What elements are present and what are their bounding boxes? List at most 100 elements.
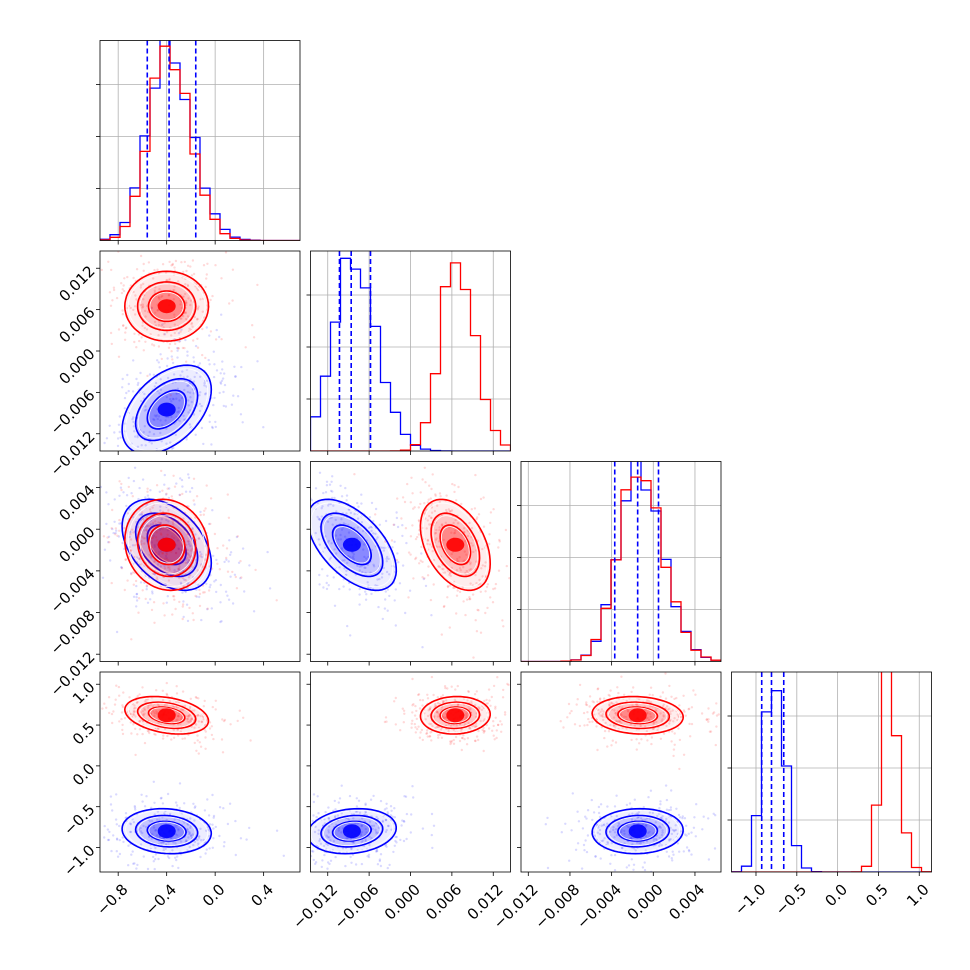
- scatter-point: [149, 524, 152, 527]
- scatter-point: [494, 716, 497, 719]
- scatter-point: [484, 611, 487, 615]
- scatter-point: [200, 555, 203, 559]
- scatter-point: [223, 383, 227, 387]
- scatter-point: [150, 837, 153, 840]
- scatter-point: [411, 711, 414, 714]
- scatter-point: [162, 333, 166, 336]
- scatter-point: [684, 714, 687, 717]
- scatter-point: [145, 698, 148, 701]
- scatter-point: [479, 582, 482, 585]
- scatter-point: [187, 411, 190, 414]
- scatter-point: [362, 548, 365, 551]
- scatter-point: [186, 384, 189, 387]
- scatter-point: [110, 712, 114, 716]
- scatter-point: [144, 496, 147, 499]
- scatter-point: [178, 339, 182, 343]
- scatter-point: [480, 567, 483, 570]
- scatter-point: [601, 713, 604, 716]
- scatter-point: [453, 490, 456, 494]
- scatter-point: [210, 607, 213, 610]
- scatter-point: [161, 527, 164, 531]
- scatter-point: [649, 712, 652, 716]
- scatter-point: [379, 546, 383, 549]
- scatter-point: [177, 280, 180, 283]
- scatter-point: [210, 567, 214, 570]
- scatter-point: [221, 368, 224, 371]
- scatter-point: [128, 508, 131, 511]
- scatter-point: [174, 433, 177, 437]
- scatter-point: [341, 847, 345, 850]
- scatter-point: [456, 522, 460, 525]
- scatter-point: [252, 336, 256, 339]
- scatter-point: [190, 717, 193, 721]
- scatter-point: [142, 714, 145, 717]
- scatter-point: [624, 715, 628, 719]
- scatter-point: [153, 621, 156, 624]
- scatter-point: [122, 691, 125, 694]
- scatter-point: [425, 732, 428, 735]
- scatter-point: [370, 837, 373, 840]
- scatter-point: [358, 565, 361, 568]
- scatter-point: [665, 808, 669, 811]
- scatter-point: [326, 520, 330, 523]
- scatter-point: [132, 425, 136, 428]
- contour-halo: [149, 291, 184, 321]
- scatter-point: [218, 335, 221, 339]
- scatter-point: [705, 718, 708, 721]
- scatter-point: [229, 575, 232, 578]
- scatter-point: [320, 865, 323, 869]
- scatter-point: [466, 534, 470, 538]
- scatter-point: [714, 743, 717, 747]
- scatter-point: [341, 559, 344, 562]
- scatter-point: [409, 501, 412, 504]
- scatter-point: [202, 513, 205, 516]
- scatter-point: [142, 824, 145, 828]
- scatter-point: [201, 565, 204, 568]
- scatter-point: [239, 559, 242, 563]
- scatter-point: [612, 716, 616, 719]
- scatter-point: [184, 590, 187, 594]
- scatter-point: [159, 505, 162, 508]
- scatter-point: [358, 569, 361, 572]
- x-tick-label: −0.4: [142, 880, 180, 918]
- scatter-point: [610, 854, 613, 857]
- scatter-point: [197, 842, 200, 845]
- scatter-point: [707, 720, 710, 723]
- scatter-point: [112, 834, 115, 837]
- scatter-point: [132, 420, 135, 424]
- scatter-point: [601, 715, 604, 718]
- scatter-point: [559, 720, 562, 723]
- scatter-point: [384, 818, 388, 822]
- scatter-point: [178, 600, 181, 604]
- scatter-point: [221, 751, 225, 754]
- scatter-panel-3-0: [99, 671, 301, 873]
- scatter-point: [445, 699, 448, 702]
- scatter-point: [129, 533, 132, 536]
- scatter-point: [455, 612, 458, 615]
- scatter-point: [133, 555, 136, 559]
- scatter-point: [152, 826, 156, 829]
- scatter-point: [665, 817, 668, 821]
- scatter-point: [416, 535, 419, 539]
- scatter-point: [386, 866, 389, 870]
- scatter-point: [133, 305, 137, 308]
- contour-halo: [432, 702, 479, 728]
- scatter-point: [154, 846, 157, 850]
- scatter-point: [682, 850, 685, 853]
- scatter-point: [388, 863, 391, 867]
- scatter-point: [161, 698, 165, 702]
- scatter-point: [180, 396, 184, 400]
- scatter-point: [170, 350, 173, 353]
- scatter-point: [636, 812, 639, 815]
- scatter-point: [385, 570, 389, 574]
- scatter-point: [184, 338, 187, 342]
- scatter-point: [312, 858, 315, 862]
- scatter-point: [372, 565, 376, 568]
- scatter-point: [402, 839, 406, 843]
- scatter-point: [419, 502, 422, 506]
- scatter-point: [646, 712, 649, 715]
- scatter-point: [602, 824, 605, 827]
- scatter-point: [187, 542, 191, 546]
- scatter-point: [678, 850, 681, 853]
- scatter-point: [492, 587, 495, 591]
